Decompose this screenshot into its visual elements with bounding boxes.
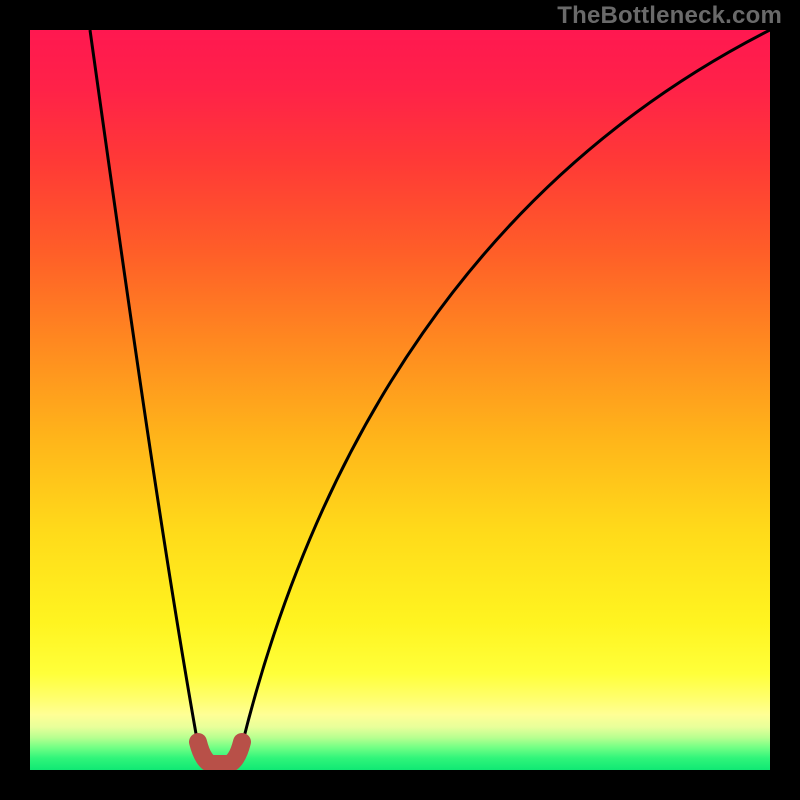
right-bottleneck-curve [242,30,770,745]
plot-area [30,30,770,770]
chart-container: TheBottleneck.com [0,0,800,800]
optimum-marker [198,742,242,764]
left-bottleneck-curve [90,30,198,745]
curve-overlay [30,30,770,770]
watermark-label: TheBottleneck.com [557,2,782,30]
